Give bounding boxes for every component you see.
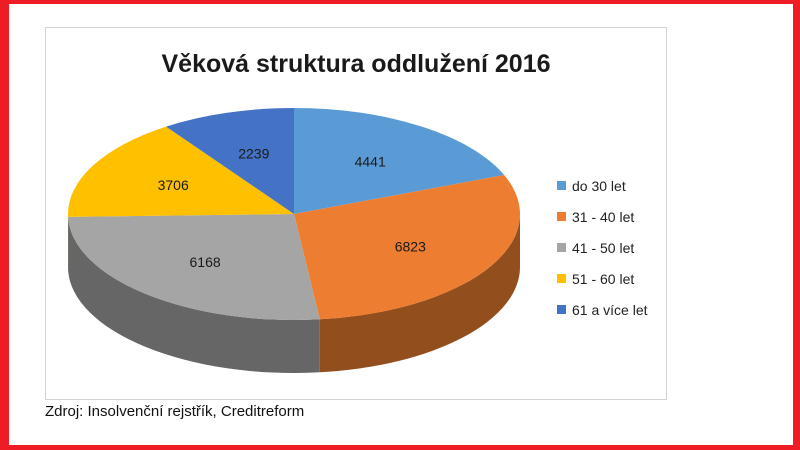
pie-data-label: 2239	[238, 145, 269, 161]
pie-data-label: 6823	[395, 239, 426, 255]
pie-data-label: 3706	[158, 177, 189, 193]
legend-label: 41 - 50 let	[572, 239, 635, 256]
pie-slices	[68, 108, 520, 320]
legend-label: 51 - 60 let	[572, 270, 635, 287]
pie-slice	[68, 214, 320, 320]
pie-slice-side	[68, 216, 320, 373]
legend-label: do 30 let	[572, 177, 626, 194]
legend-label: 31 - 40 let	[572, 208, 635, 225]
chart-title: Věková struktura oddlužení 2016	[161, 50, 550, 78]
pie-data-label: 6168	[190, 254, 221, 270]
pie-data-label: 4441	[355, 153, 386, 169]
legend-item: 41 - 50 let	[557, 232, 648, 263]
legend-swatch	[557, 243, 566, 252]
legend-swatch	[557, 212, 566, 221]
chart-legend: do 30 let 31 - 40 let 41 - 50 let 51 - 60 l…	[557, 170, 648, 325]
pie-slice	[68, 126, 294, 217]
legend-item: do 30 let	[557, 170, 648, 201]
pie-data-labels: 4441 6823 6168 3706 2239	[158, 145, 426, 270]
legend-item: 51 - 60 let	[557, 263, 648, 294]
legend-label: 61 a více let	[572, 301, 648, 318]
source-note: Zdroj: Insolvenční rejstřík, Creditrefor…	[45, 403, 305, 420]
legend-swatch	[557, 305, 566, 314]
pie-slice-side	[319, 214, 520, 373]
legend-item: 61 a více let	[557, 294, 648, 325]
legend-item: 31 - 40 let	[557, 201, 648, 232]
legend-swatch	[557, 181, 566, 190]
pie-slice	[294, 174, 520, 320]
pie-slice	[166, 108, 294, 214]
pie-sides	[68, 214, 520, 373]
pie-slice	[294, 108, 505, 214]
legend-swatch	[557, 274, 566, 283]
